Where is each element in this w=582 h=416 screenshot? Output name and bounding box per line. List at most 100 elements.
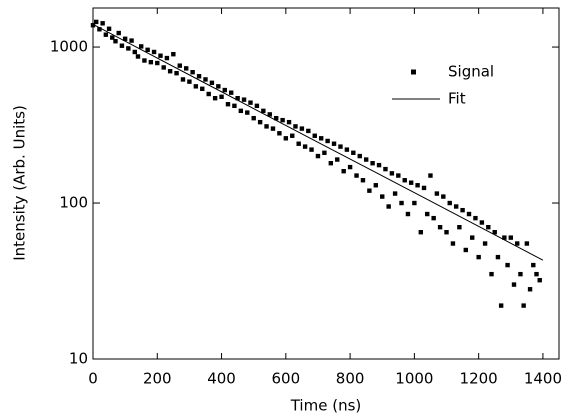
data-point — [103, 32, 109, 37]
data-point — [228, 90, 234, 95]
legend-label: Fit — [448, 90, 466, 108]
data-point — [280, 117, 285, 123]
data-point — [251, 115, 256, 121]
data-point — [396, 173, 401, 178]
data-point — [351, 150, 356, 155]
data-point — [515, 241, 520, 246]
data-point — [325, 138, 330, 144]
data-point — [190, 69, 195, 75]
data-point — [470, 235, 475, 240]
data-point — [312, 133, 317, 138]
x-tick-label: 400 — [207, 370, 236, 388]
data-point — [286, 119, 292, 125]
x-tick-label: 1000 — [395, 370, 433, 388]
data-point — [335, 157, 340, 162]
data-point — [421, 185, 427, 191]
data-point — [206, 91, 211, 97]
data-point — [126, 46, 131, 51]
data-point — [518, 271, 523, 277]
data-point — [302, 144, 308, 149]
data-point — [203, 77, 208, 82]
data-point — [367, 188, 372, 193]
data-point — [418, 230, 424, 235]
data-point — [232, 103, 237, 109]
data-point — [129, 38, 134, 43]
data-point — [479, 220, 485, 225]
data-point — [196, 74, 202, 79]
data-point — [447, 200, 452, 206]
data-point — [402, 178, 407, 183]
data-point — [225, 102, 231, 107]
y-tick-label: 10 — [69, 350, 88, 368]
data-point — [492, 230, 497, 235]
data-point — [521, 303, 526, 308]
data-point — [290, 133, 295, 138]
data-point — [376, 162, 382, 168]
plot-frame — [92, 7, 560, 360]
y-tick-label: 100 — [59, 194, 88, 212]
data-point — [277, 131, 282, 136]
data-point — [434, 191, 440, 196]
data-point — [193, 84, 199, 89]
data-point — [94, 19, 99, 25]
data-point — [489, 271, 494, 277]
data-point — [248, 100, 253, 105]
data-point — [110, 35, 115, 40]
data-point — [296, 141, 301, 146]
data-point — [164, 55, 170, 61]
data-point — [200, 86, 205, 91]
data-point — [383, 166, 388, 172]
data-point — [531, 262, 536, 268]
data-point — [264, 124, 269, 129]
data-point — [463, 247, 468, 253]
data-point — [254, 103, 260, 109]
data-point — [341, 168, 346, 174]
data-point — [309, 147, 314, 152]
data-point — [466, 211, 472, 217]
data-point — [148, 59, 154, 65]
data-point — [405, 211, 411, 217]
data-point — [184, 66, 189, 71]
data-point — [212, 96, 218, 101]
data-point — [453, 204, 459, 209]
data-point — [177, 63, 182, 68]
data-point — [428, 173, 433, 178]
data-point — [245, 110, 250, 115]
data-point — [363, 157, 369, 162]
data-point — [135, 54, 141, 59]
data-point — [315, 153, 321, 159]
data-point — [261, 108, 266, 114]
data-point — [216, 84, 221, 89]
data-point — [338, 144, 343, 149]
fit-line — [92, 23, 544, 261]
data-point — [380, 194, 385, 199]
data-point — [97, 27, 102, 32]
data-point — [113, 39, 118, 44]
data-point — [347, 164, 353, 170]
data-point — [425, 211, 430, 217]
data-point — [142, 58, 147, 63]
data-point — [412, 200, 417, 206]
data-point — [270, 126, 276, 131]
data-point — [511, 282, 517, 287]
data-point — [235, 96, 240, 101]
data-point — [174, 70, 179, 76]
y-tick-label: 1000 — [50, 38, 88, 56]
y-axis-label: Intensity (Arb. Units) — [11, 105, 29, 261]
data-point — [222, 87, 227, 93]
data-point — [473, 215, 478, 221]
data-point — [450, 241, 456, 246]
data-point — [415, 183, 420, 188]
data-point — [460, 207, 465, 213]
data-point — [267, 112, 272, 117]
x-tick-label: 1400 — [524, 370, 562, 388]
data-point — [331, 141, 337, 146]
data-point — [299, 126, 305, 131]
data-point — [476, 254, 481, 260]
data-point — [495, 254, 501, 260]
data-point — [344, 147, 350, 152]
data-point — [486, 224, 491, 230]
data-point — [524, 241, 530, 246]
